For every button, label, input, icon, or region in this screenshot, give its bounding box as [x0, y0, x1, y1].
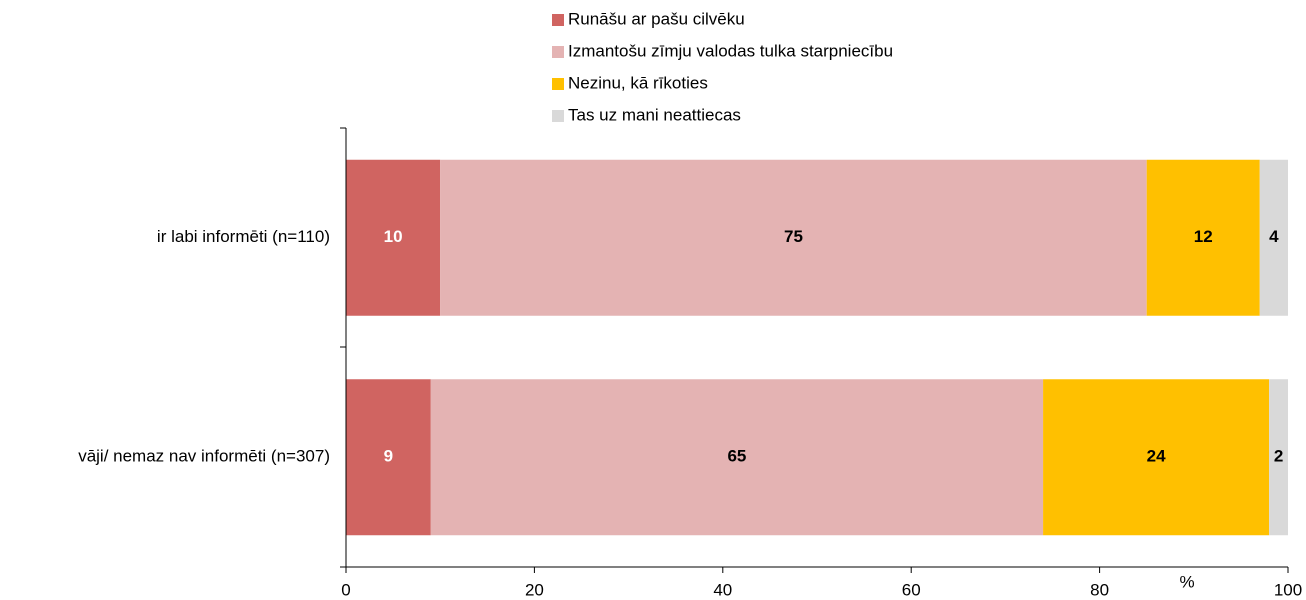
data-label: 75: [784, 227, 803, 246]
data-label: 12: [1194, 227, 1213, 246]
x-tick-label: 0: [341, 580, 350, 599]
legend-label: Runāšu ar pašu cilvēku: [568, 9, 745, 28]
data-label: 2: [1274, 447, 1283, 466]
bar-segment: [1259, 159, 1288, 316]
legend-swatch: [552, 110, 564, 122]
category-label: ir labi informēti (n=110): [157, 227, 330, 246]
x-axis-label: %: [1179, 572, 1194, 591]
bar-segment: [346, 379, 431, 536]
x-tick-label: 20: [525, 580, 544, 599]
data-label: 24: [1147, 447, 1166, 466]
bar-segment: [1043, 379, 1270, 536]
bar-segment: [1146, 159, 1260, 316]
legend-swatch: [552, 14, 564, 26]
data-label: 9: [384, 447, 393, 466]
bar-segment: [1269, 379, 1288, 536]
data-label: 10: [384, 227, 403, 246]
bar-segment: [346, 159, 441, 316]
legend-swatch: [552, 78, 564, 90]
bar-segment: [430, 379, 1044, 536]
category-label: vāji/ nemaz nav informēti (n=307): [78, 447, 330, 466]
data-label: 65: [727, 447, 746, 466]
legend-label: Nezinu, kā rīkoties: [568, 73, 708, 92]
legend-swatch: [552, 46, 564, 58]
x-tick-label: 40: [713, 580, 732, 599]
x-tick-label: 100: [1274, 580, 1302, 599]
plot-area: [346, 159, 1288, 536]
x-tick-label: 60: [902, 580, 921, 599]
bar-segment: [440, 159, 1147, 316]
x-tick-label: 80: [1090, 580, 1109, 599]
legend-label: Izmantošu zīmju valodas tulka starpniecī…: [568, 41, 893, 60]
legend-label: Tas uz mani neattiecas: [568, 105, 741, 124]
data-label: 4: [1269, 227, 1279, 246]
